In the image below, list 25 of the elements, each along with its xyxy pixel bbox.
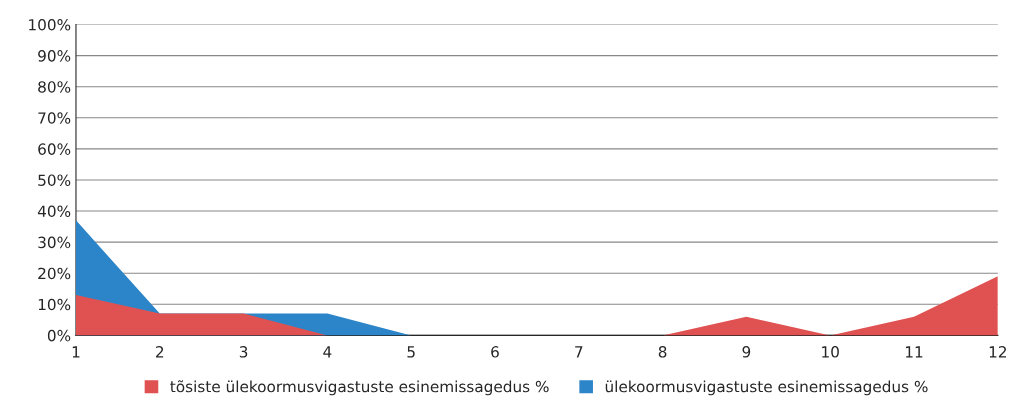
x-tick-label: 8	[658, 346, 667, 358]
legend-label: tõsiste ülekoormusvigastuste esinemissagedus %	[170, 380, 549, 396]
x-tick-label: 6	[491, 346, 499, 358]
y-tick-label: 0%	[47, 329, 71, 342]
y-tick-label: 30%	[38, 236, 71, 249]
y-tick-label: 20%	[38, 267, 71, 280]
legend-label: ülekoormusvigastuste esinemissagedus %	[605, 380, 928, 396]
y-tick-label: 10%	[38, 298, 71, 311]
x-tick-label: 7	[575, 346, 583, 358]
y-tick-label: 70%	[38, 112, 71, 124]
x-tick-label: 2	[156, 346, 164, 358]
x-tick-label: 1	[72, 346, 80, 358]
y-tick-label: 60%	[38, 143, 71, 155]
y-tick-label: 40%	[37, 205, 71, 218]
x-tick-label: 9	[742, 346, 751, 358]
y-tick-label: 80%	[38, 81, 71, 93]
x-tick-label: 10	[822, 346, 839, 358]
x-tick-label: 3	[239, 346, 248, 358]
y-tick-label: 50%	[38, 174, 71, 186]
x-tick-label: 5	[407, 346, 415, 358]
y-tick-label: 90%	[38, 50, 71, 62]
x-tick-label: 12	[989, 346, 1006, 358]
y-tick-label: 100%	[29, 19, 71, 31]
x-tick-label: 11	[905, 346, 923, 358]
x-tick-label: 4	[323, 346, 332, 358]
